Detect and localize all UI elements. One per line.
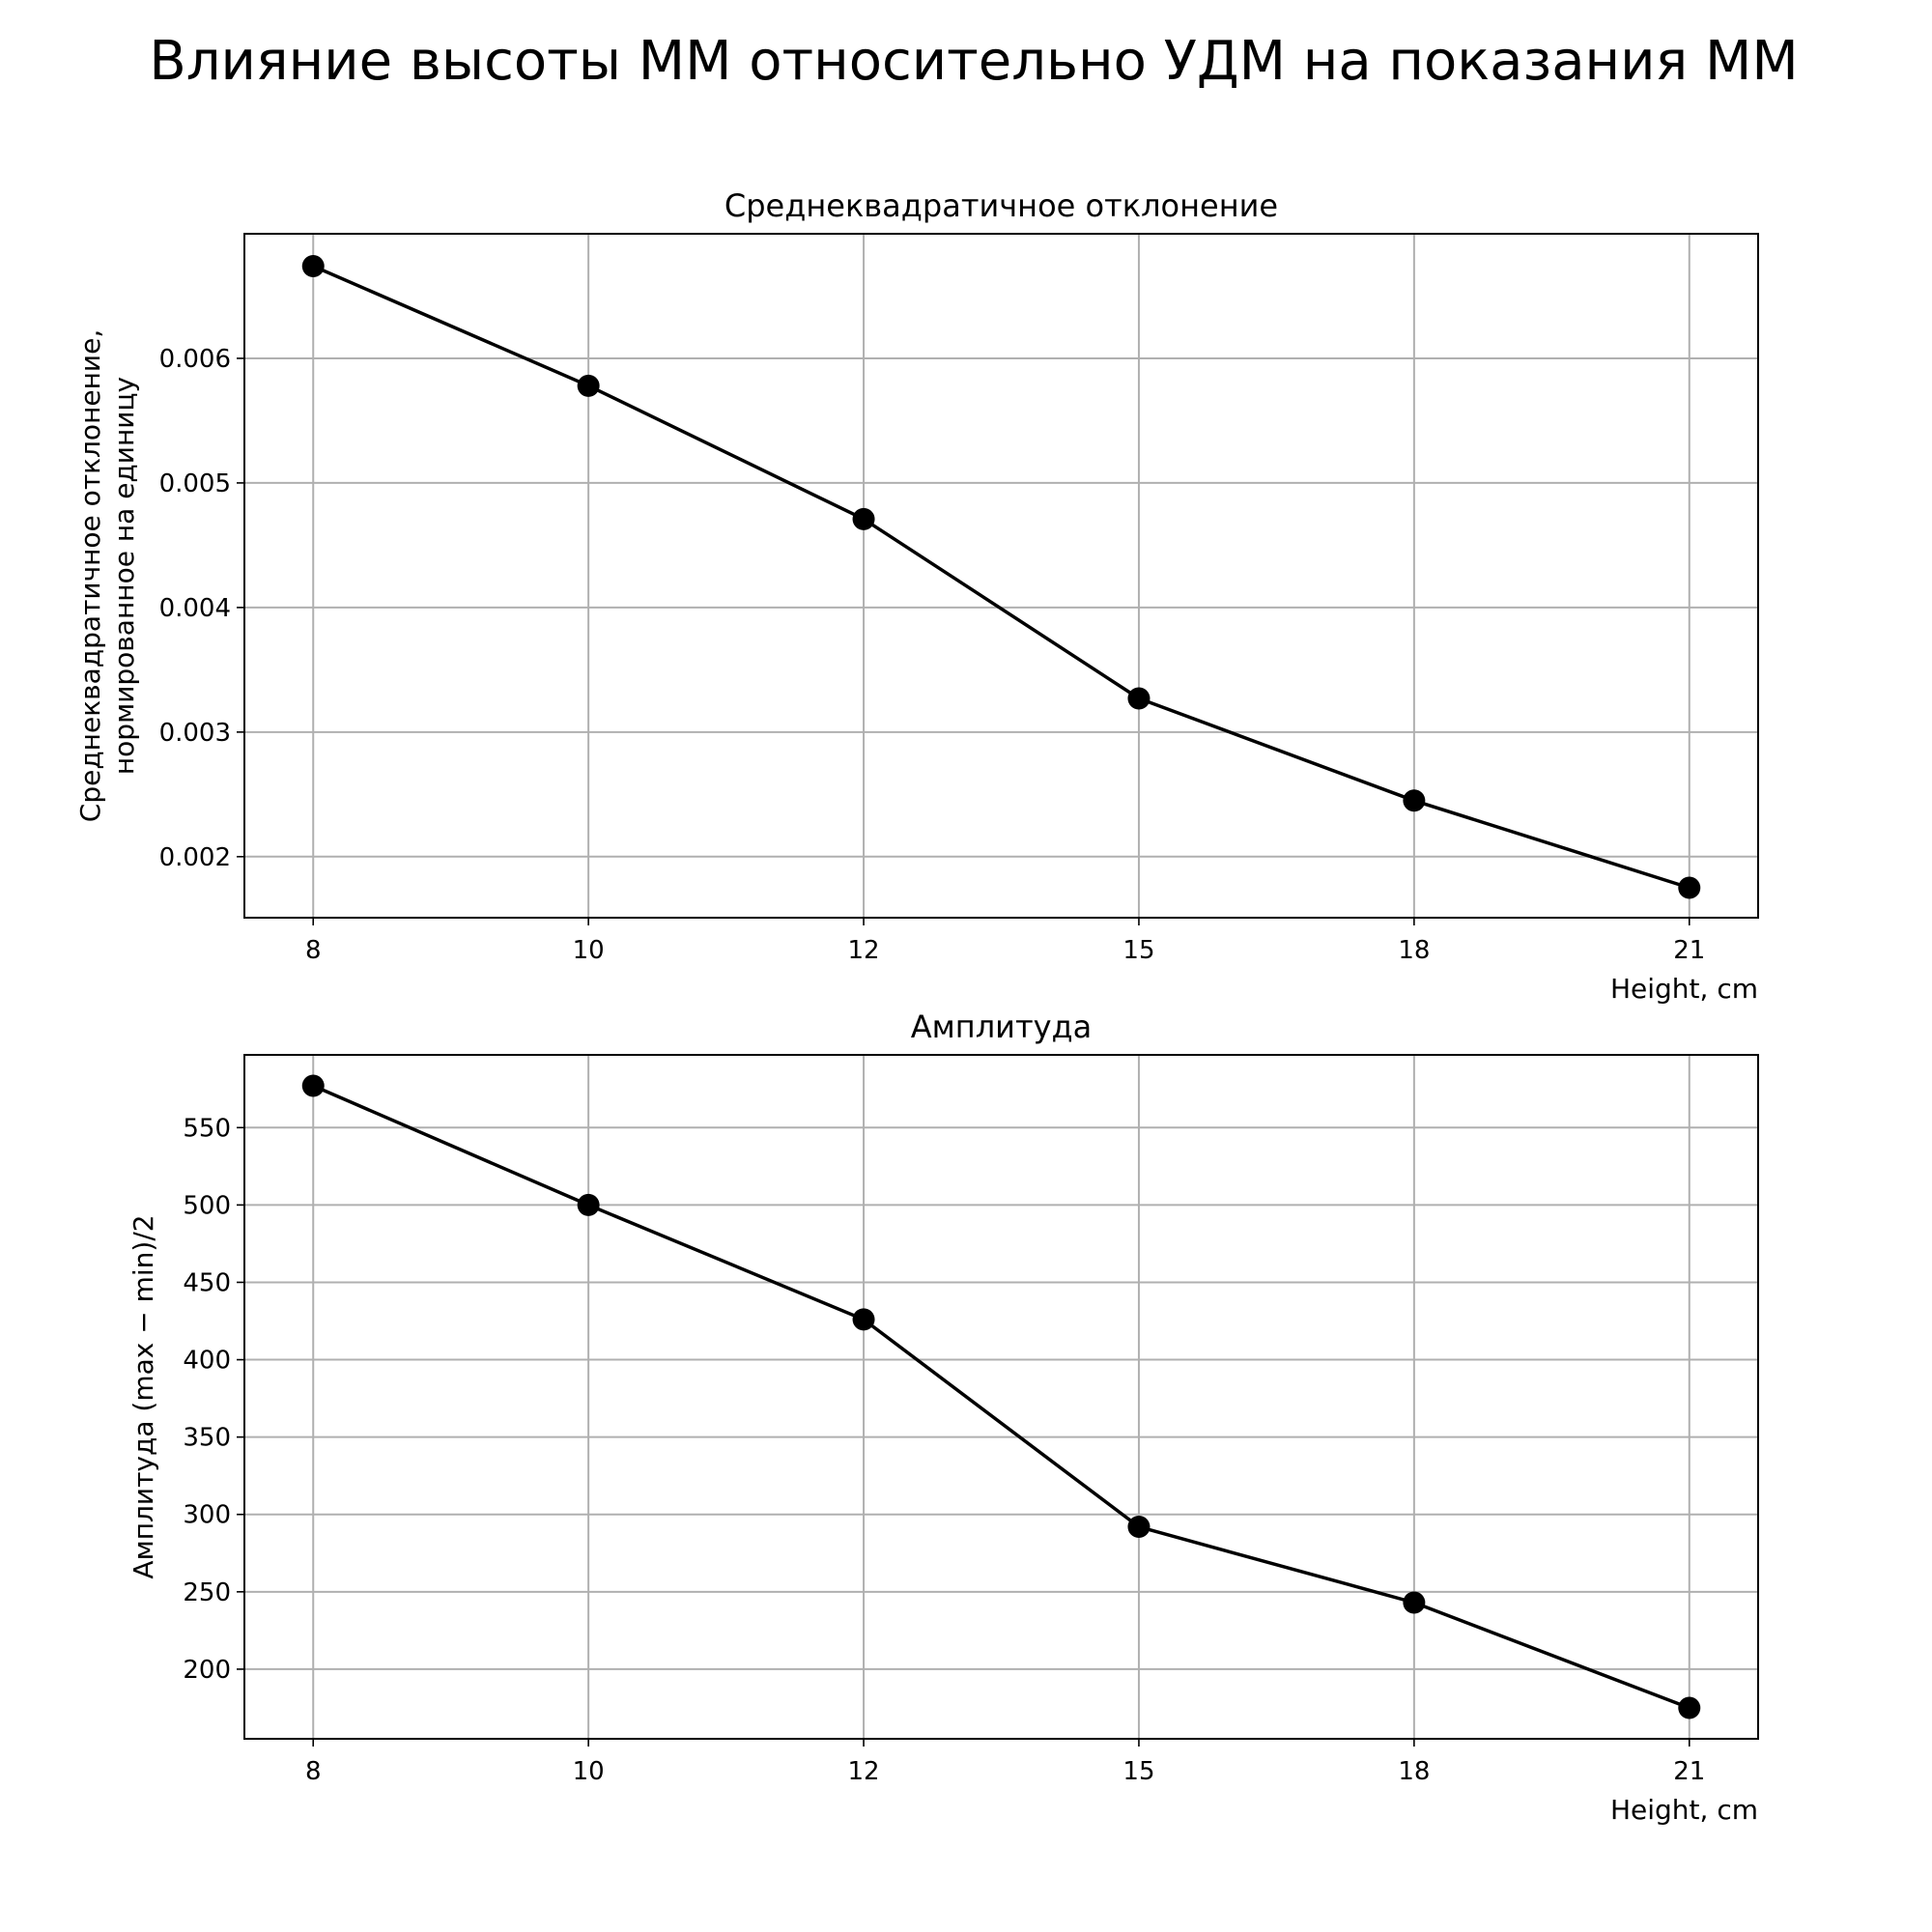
data-point [1403,789,1426,812]
x-tick-label: 18 [1398,936,1430,965]
data-point [1403,1591,1426,1614]
x-tick-label: 18 [1398,1757,1430,1786]
data-point [852,1308,875,1331]
x-axis-label: Height, cm [1610,973,1758,1005]
x-tick-label: 8 [305,936,322,965]
figure-title: Влияние высоты ММ относительно УДМ на по… [149,30,1798,93]
x-tick-label: 15 [1122,936,1154,965]
y-tick-label: 550 [183,1114,231,1143]
x-tick-label: 8 [305,1757,322,1786]
data-point [577,1193,600,1216]
data-point [1127,687,1151,710]
y-tick-label: 250 [183,1578,231,1607]
y-tick-label: 400 [183,1347,231,1376]
y-axis-label: Среднеквадратичное отклонение, [74,329,106,822]
data-point [1127,1516,1151,1539]
amplitude-chart: 8 10 12 15 18 21 200 250 300 350 400 450 500 550 Ампли… [128,1009,1759,1826]
x-tick-label: 10 [573,1757,605,1786]
data-point [301,1074,325,1097]
y-tick-label: 0.003 [159,719,231,748]
x-tick-label: 15 [1122,1757,1154,1786]
data-point [577,374,600,397]
data-point [301,255,325,278]
y-tick-label: 350 [183,1424,231,1453]
series-line [312,264,1690,890]
y-axis-label: нормированное на единицу [108,377,140,775]
y-tick-label: 500 [183,1191,231,1220]
data-point [1678,876,1701,899]
x-tick-label: 21 [1673,1757,1705,1786]
y-axis-label: Амплитуда (max − min)/2 [128,1214,159,1578]
plot-frame [243,1054,1759,1740]
chart-title: Амплитуда [911,1009,1093,1045]
chart-title: Среднеквадратичное отклонение [724,187,1278,224]
series-line [312,1084,1690,1710]
std-deviation-chart: 8 10 12 15 18 21 0.002 0.003 0.004 0.005 0.006 Сред… [74,187,1759,1005]
x-tick-label: 10 [573,936,605,965]
x-axis-label: Height, cm [1610,1794,1758,1826]
x-tick-label: 21 [1673,936,1705,965]
y-tick-label: 0.002 [159,843,231,872]
x-tick-label: 12 [847,1757,879,1786]
plot-frame [243,233,1759,919]
y-tick-label: 0.006 [159,345,231,374]
y-tick-label: 0.005 [159,469,231,498]
y-tick-label: 450 [183,1268,231,1297]
data-point [1678,1696,1701,1719]
y-tick-label: 300 [183,1501,231,1530]
y-tick-label: 0.004 [159,594,231,623]
y-tick-label: 200 [183,1656,231,1685]
x-tick-label: 12 [847,936,879,965]
data-point [852,507,875,530]
